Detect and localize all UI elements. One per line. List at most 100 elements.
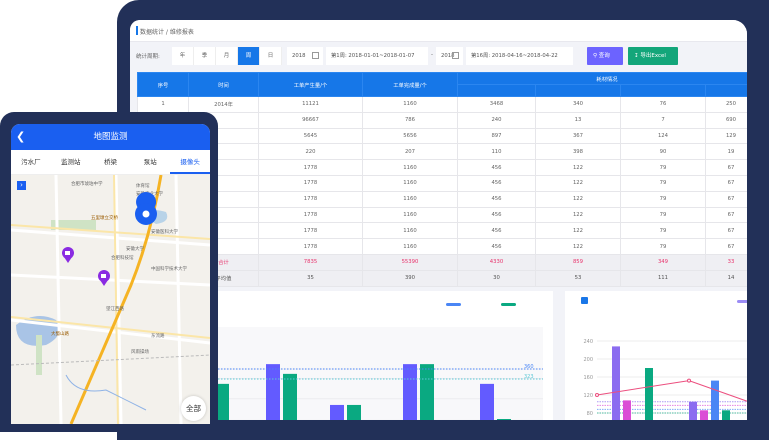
tab-monitoring-station[interactable]: 监测站 bbox=[60, 158, 81, 166]
query-label: 查询 bbox=[598, 53, 610, 59]
export-excel-button[interactable]: ↧ 导出Excel bbox=[628, 47, 678, 65]
table-cell: 1778 bbox=[258, 206, 363, 224]
tab-pump-station[interactable]: 泵站 bbox=[143, 158, 157, 166]
location-pin-icon[interactable] bbox=[135, 192, 157, 225]
end-year-select[interactable]: 2018 bbox=[436, 47, 463, 65]
table-cell: 456 bbox=[457, 206, 536, 224]
table-cell: 398 bbox=[535, 143, 621, 161]
period-month[interactable]: 月 bbox=[216, 47, 238, 65]
materials-bar-chart: 2402001601208040 bbox=[581, 297, 747, 420]
tab-camera[interactable]: 摄像头 bbox=[170, 150, 210, 174]
table-cell: 1160 bbox=[362, 222, 458, 240]
table-cell: 11121 bbox=[258, 96, 363, 113]
map-label: 安徽大学 bbox=[126, 245, 144, 252]
camera-marker-icon[interactable] bbox=[98, 270, 110, 286]
y-tick-label: 240 bbox=[583, 339, 593, 345]
period-quarter[interactable]: 季 bbox=[194, 47, 216, 65]
reference-label: 360 bbox=[524, 364, 534, 370]
chart-logo-icon bbox=[581, 297, 588, 304]
bar bbox=[420, 364, 434, 420]
table-cell: 76 bbox=[620, 96, 706, 113]
table-cell: 122 bbox=[535, 159, 621, 176]
table-cell: 79 bbox=[620, 238, 706, 255]
bar bbox=[330, 404, 344, 420]
bar bbox=[722, 410, 730, 420]
y-tick-label: 120 bbox=[583, 393, 593, 399]
table-cell: 111 bbox=[620, 269, 706, 287]
table-cell: 55390 bbox=[362, 253, 458, 271]
table-cell: 859 bbox=[535, 253, 621, 271]
table-cell: 67 bbox=[705, 222, 747, 240]
table-cell: 122 bbox=[535, 222, 621, 240]
start-week-select[interactable]: 第1周: 2018-01-01~2018-01-07 bbox=[326, 47, 428, 65]
map-label: 合肥市琥珀中学 bbox=[71, 180, 103, 187]
col-materials: 耗材情况 bbox=[457, 72, 747, 85]
table-row: 1 2014年 11121 1160 3468 340 76 250 bbox=[137, 96, 747, 113]
bar bbox=[623, 400, 631, 420]
map-label: 望江西路 bbox=[106, 305, 124, 312]
period-label: 统计周期: bbox=[136, 54, 160, 60]
period-week[interactable]: 周 bbox=[238, 47, 260, 65]
table-cell: 5656 bbox=[362, 127, 458, 145]
trend-point bbox=[687, 378, 691, 383]
range-separator: - bbox=[431, 52, 433, 58]
camera-marker-icon[interactable] bbox=[62, 247, 74, 263]
bar bbox=[480, 383, 494, 420]
start-year-select[interactable]: 2018 bbox=[287, 47, 323, 65]
map-label: 安徽医科大学 bbox=[151, 228, 178, 235]
table-cell: 53 bbox=[535, 269, 621, 287]
table-cell: 122 bbox=[535, 174, 621, 192]
table-cell: 122 bbox=[535, 190, 621, 208]
table-row: 5645 5656 897 367 124 129 bbox=[137, 127, 747, 145]
table-cell: 96667 bbox=[258, 111, 363, 129]
back-chevron-icon[interactable]: ❮ bbox=[16, 130, 26, 143]
search-icon: ⚲ bbox=[593, 53, 599, 59]
bar bbox=[700, 410, 708, 420]
table-cell: 1160 bbox=[362, 174, 458, 192]
map-label: 风雨操场 bbox=[131, 348, 149, 355]
bar bbox=[645, 368, 653, 420]
expand-panel-chevron-icon[interactable]: › bbox=[17, 181, 26, 190]
period-day[interactable]: 日 bbox=[260, 47, 282, 65]
table-cell: 2014年 bbox=[188, 96, 259, 113]
table-cell: 4330 bbox=[457, 253, 536, 271]
table-cell: 240 bbox=[457, 111, 536, 129]
table-cell: 67 bbox=[705, 206, 747, 224]
desktop-screen: 数据统计 / 维修报表 统计周期: 年 季 月 周 日 2018 第1周: 20… bbox=[130, 20, 747, 420]
show-all-button[interactable]: 全部 bbox=[181, 396, 206, 421]
calendar-icon bbox=[312, 52, 319, 59]
table-row: 1778 1160 456 122 79 67 bbox=[137, 238, 747, 255]
table-cell: 30 bbox=[457, 269, 536, 287]
map-label: 五里墩立交桥 bbox=[91, 214, 118, 221]
table-cell: 79 bbox=[620, 206, 706, 224]
col-sub bbox=[705, 84, 747, 97]
toolbar: 统计周期: 年 季 月 周 日 2018 第1周: 2018-01-01~201… bbox=[130, 47, 747, 65]
table-row: 1778 1160 456 122 79 67 bbox=[137, 174, 747, 192]
period-year[interactable]: 年 bbox=[172, 47, 194, 65]
table-cell: 456 bbox=[457, 222, 536, 240]
production-bar-chart: 360 323 bbox=[215, 303, 543, 420]
map-view[interactable]: 合肥市琥珀中学 体育馆 安徽农业大学 五里墩立交桥 安徽医科大学 安徽大学 合肥… bbox=[11, 174, 210, 424]
calendar-icon bbox=[452, 52, 459, 59]
table-cell: 1778 bbox=[258, 222, 363, 240]
y-tick-label: 200 bbox=[583, 357, 593, 363]
table-cell: 897 bbox=[457, 127, 536, 145]
table-cell: 1778 bbox=[258, 238, 363, 255]
table-cell: 1 bbox=[137, 96, 189, 113]
table-row: 1778 1160 456 122 79 67 bbox=[137, 206, 747, 224]
query-button[interactable]: ⚲ 查询 bbox=[587, 47, 623, 65]
table-cell: 79 bbox=[620, 222, 706, 240]
table-cell: 456 bbox=[457, 159, 536, 176]
table-cell: 1160 bbox=[362, 238, 458, 255]
reference-label: 323 bbox=[524, 374, 534, 380]
end-year-value: 2018 bbox=[441, 53, 455, 59]
end-week-select[interactable]: 第16周: 2018-04-16~2018-04-22 bbox=[466, 47, 573, 65]
bar bbox=[403, 364, 417, 420]
map-canvas[interactable]: 合肥市琥珀中学 体育馆 安徽农业大学 五里墩立交桥 安徽医科大学 安徽大学 合肥… bbox=[11, 174, 210, 424]
table-cell: 79 bbox=[620, 190, 706, 208]
tab-bridge[interactable]: 桥梁 bbox=[103, 158, 117, 166]
tab-sewage-plant[interactable]: 污水厂 bbox=[21, 158, 41, 166]
trend-point bbox=[595, 393, 599, 397]
bar bbox=[283, 373, 297, 420]
table-cell: 79 bbox=[620, 159, 706, 176]
